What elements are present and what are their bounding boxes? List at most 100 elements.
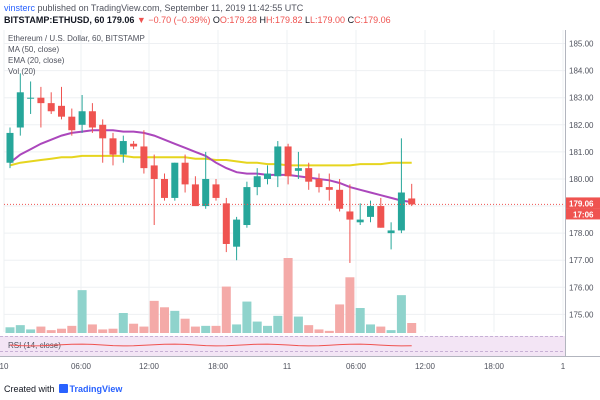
candle-body — [58, 105, 65, 117]
volume-bars — [5, 258, 417, 333]
candle-body — [274, 146, 282, 177]
time-tick-label: 1 — [561, 362, 566, 371]
candles — [4, 73, 565, 263]
volume-bar — [304, 325, 314, 333]
time-tick-label: 18:00 — [484, 362, 505, 371]
candle-body — [171, 162, 179, 198]
candle-body — [6, 132, 14, 163]
tradingview-logo-icon — [58, 384, 68, 393]
candle-body — [212, 184, 220, 198]
candle-body — [99, 124, 107, 139]
ohlc-values: OO:179.28 HH:179.82 LL:179.00 CC:179.06 — [213, 15, 391, 25]
price-tick-label: 184.00 — [569, 67, 594, 76]
legend-title: Ethereum / U.S. Dollar, 60, BITSTAMP — [8, 34, 145, 43]
price-tick-label: 183.00 — [569, 94, 594, 103]
volume-bar — [396, 295, 406, 333]
candle-body — [181, 162, 189, 185]
price-tick-label: 181.00 — [569, 148, 594, 157]
candle-body — [109, 138, 117, 155]
volume-bar — [67, 325, 77, 333]
candle-body — [47, 103, 55, 112]
candle-body — [140, 146, 148, 169]
candle-body — [150, 165, 158, 179]
ohlc-low: L:179.00 — [310, 15, 346, 25]
price-tick-label: 175.00 — [569, 310, 594, 319]
volume-bar — [366, 324, 375, 333]
candle-body — [27, 97, 35, 99]
volume-bar — [180, 318, 190, 333]
candle-body — [191, 184, 199, 207]
volume-bar — [170, 310, 180, 333]
volume-bar — [118, 313, 128, 333]
countdown-label: 17:06 — [573, 210, 594, 219]
volume-bar — [211, 325, 221, 333]
price-tick-label: 182.00 — [569, 121, 594, 130]
candle-body — [346, 211, 354, 220]
candle-body — [16, 92, 24, 128]
candle-body — [387, 230, 395, 234]
volume-bar — [26, 329, 36, 333]
published-text: published on TradingView.com, September … — [37, 3, 304, 13]
volume-bar — [87, 324, 97, 333]
price-tick-label: 180.00 — [569, 175, 594, 184]
volume-bar — [314, 329, 324, 333]
chart-background — [0, 30, 600, 354]
candle-body — [264, 173, 271, 179]
time-axis[interactable]: 10 06:00 12:00 18:00 11 06:00 12:00 18:00 1 — [0, 362, 566, 371]
volume-bar — [242, 301, 252, 333]
time-tick-label: 12:00 — [139, 362, 160, 371]
volume-bar — [190, 326, 200, 333]
legend-ema[interactable]: EMA (20, close) — [8, 56, 65, 65]
candle-body — [356, 219, 364, 223]
legend-vol[interactable]: Vol (20) — [8, 67, 36, 76]
price-tick-label: 176.00 — [569, 283, 594, 292]
price-tick-label: 177.00 — [569, 256, 594, 265]
created-with-text: Created with — [4, 384, 55, 394]
volume-bar — [5, 327, 15, 333]
price-tick-label: 178.00 — [569, 229, 594, 238]
volume-bar — [335, 304, 345, 333]
candle-body — [325, 187, 333, 190]
candle-body — [284, 146, 292, 177]
last-price: 179.06 — [106, 15, 135, 25]
time-tick-label: 18:00 — [208, 362, 229, 371]
volume-bar — [263, 325, 272, 333]
candle-body — [202, 178, 210, 207]
volume-bar — [407, 323, 417, 333]
ohlc-low-label: L — [304, 15, 310, 25]
volume-bar — [129, 323, 139, 333]
volume-bar — [98, 329, 108, 333]
volume-bar — [345, 277, 355, 333]
volume-bar — [160, 307, 169, 333]
price-tick-label: 185.00 — [569, 40, 594, 49]
candle-body — [367, 206, 374, 217]
candle-body — [377, 206, 385, 228]
legend-ma[interactable]: MA (50, close) — [8, 45, 60, 54]
last-price-tag — [566, 197, 600, 209]
author-link[interactable]: vinsterc — [4, 3, 36, 13]
price-axis[interactable]: 175.00176.00177.00178.00179.00180.00181.… — [566, 40, 600, 320]
volume-bar — [386, 330, 396, 333]
time-tick-label: 06:00 — [346, 362, 367, 371]
symbol-text: BITSTAMP:ETHUSD, 60 — [4, 15, 105, 25]
grid — [3, 30, 565, 332]
candle-body — [161, 178, 168, 198]
countdown-tag — [566, 208, 600, 220]
candle-body — [88, 111, 96, 128]
time-tick-label: 12:00 — [415, 362, 436, 371]
ohlc-open-label: O — [212, 15, 220, 25]
volume-bar — [252, 321, 262, 333]
time-tick-label: 10 — [0, 362, 9, 371]
candle-body — [78, 111, 86, 125]
candle-body — [253, 176, 261, 188]
candle-body — [315, 178, 323, 188]
volume-bar — [283, 258, 293, 333]
candle-body — [222, 203, 230, 244]
symbol-line: BITSTAMP:ETHUSD, 60 179.06 ▼ −0.70 (−0.3… — [4, 15, 391, 25]
chart-legend: Ethereum / U.S. Dollar, 60, BITSTAMP MA … — [8, 33, 145, 77]
volume-bar — [57, 328, 66, 333]
tradingview-brand[interactable]: TradingView — [69, 384, 123, 394]
volume-bar — [376, 326, 386, 333]
ohlc-high: H:179.82 — [265, 15, 303, 25]
